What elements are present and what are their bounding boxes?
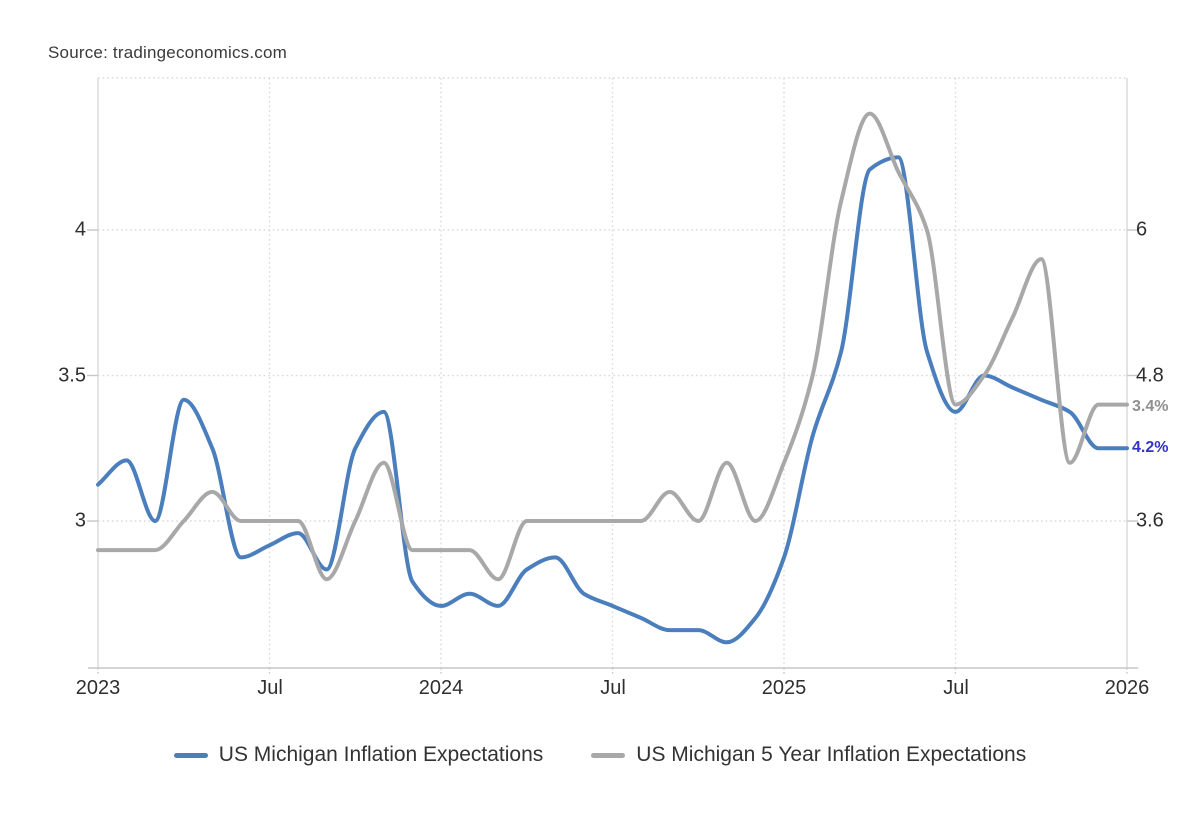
legend-item-5-year-inflation-expectations[interactable]: US Michigan 5 Year Inflation Expectation… bbox=[591, 743, 1026, 767]
x-axis-tick-jul-2024: Jul bbox=[600, 677, 626, 699]
x-axis-tick-2024: 2024 bbox=[418, 677, 464, 699]
legend: US Michigan Inflation Expectations US Mi… bbox=[0, 743, 1200, 767]
right-axis-tick-6: 6 bbox=[1136, 218, 1148, 241]
series-line-inflation-expectations bbox=[96, 155, 1129, 645]
x-axis-tick-2023: 2023 bbox=[75, 677, 121, 699]
gridlines bbox=[87, 77, 1138, 675]
x-axis-tick-2026: 2026 bbox=[1104, 677, 1150, 699]
left-axis-tick-4: 4 bbox=[74, 218, 86, 241]
x-axis-tick-jul-2025: Jul bbox=[943, 677, 969, 699]
source-label: Source: tradingeconomics.com bbox=[48, 43, 287, 62]
blue-series-last-value-badge: 4.2% bbox=[1132, 439, 1169, 456]
blue-series-swatch-icon bbox=[173, 752, 208, 758]
gray-series-last-value-badge: 3.4% bbox=[1132, 398, 1169, 415]
x-axis-tick-2025: 2025 bbox=[761, 677, 807, 699]
legend-label: US Michigan Inflation Expectations bbox=[218, 743, 544, 766]
gray-series-swatch-icon bbox=[591, 752, 626, 758]
left-axis-tick-3-5: 3.5 bbox=[58, 364, 86, 386]
right-axis-tick-3-6: 3.6 bbox=[1136, 509, 1164, 532]
right-axis-tick-4-8: 4.8 bbox=[1136, 364, 1164, 386]
series-line-5-year-inflation-expectations bbox=[96, 111, 1129, 582]
x-axis-tick-jul-2023: Jul bbox=[257, 677, 283, 699]
left-axis-tick-3: 3 bbox=[74, 509, 86, 532]
legend-item-inflation-expectations[interactable]: US Michigan Inflation Expectations bbox=[173, 743, 544, 767]
legend-label: US Michigan 5 Year Inflation Expectation… bbox=[636, 743, 1027, 766]
